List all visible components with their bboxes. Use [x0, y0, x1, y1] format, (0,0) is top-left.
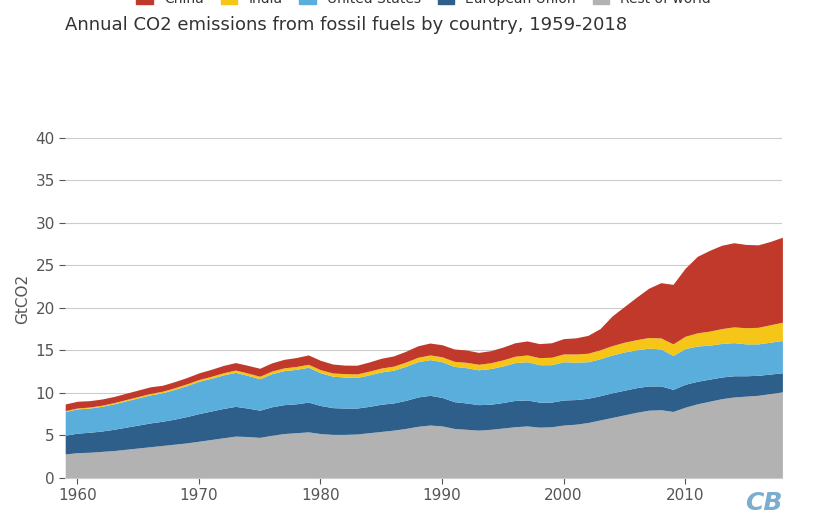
Text: CB: CB: [745, 490, 782, 514]
Legend: China, India, United States, European Union, Rest of world: China, India, United States, European Un…: [136, 0, 711, 6]
Text: Annual CO2 emissions from fossil fuels by country, 1959-2018: Annual CO2 emissions from fossil fuels b…: [65, 16, 628, 34]
Y-axis label: GtCO2: GtCO2: [15, 274, 30, 324]
